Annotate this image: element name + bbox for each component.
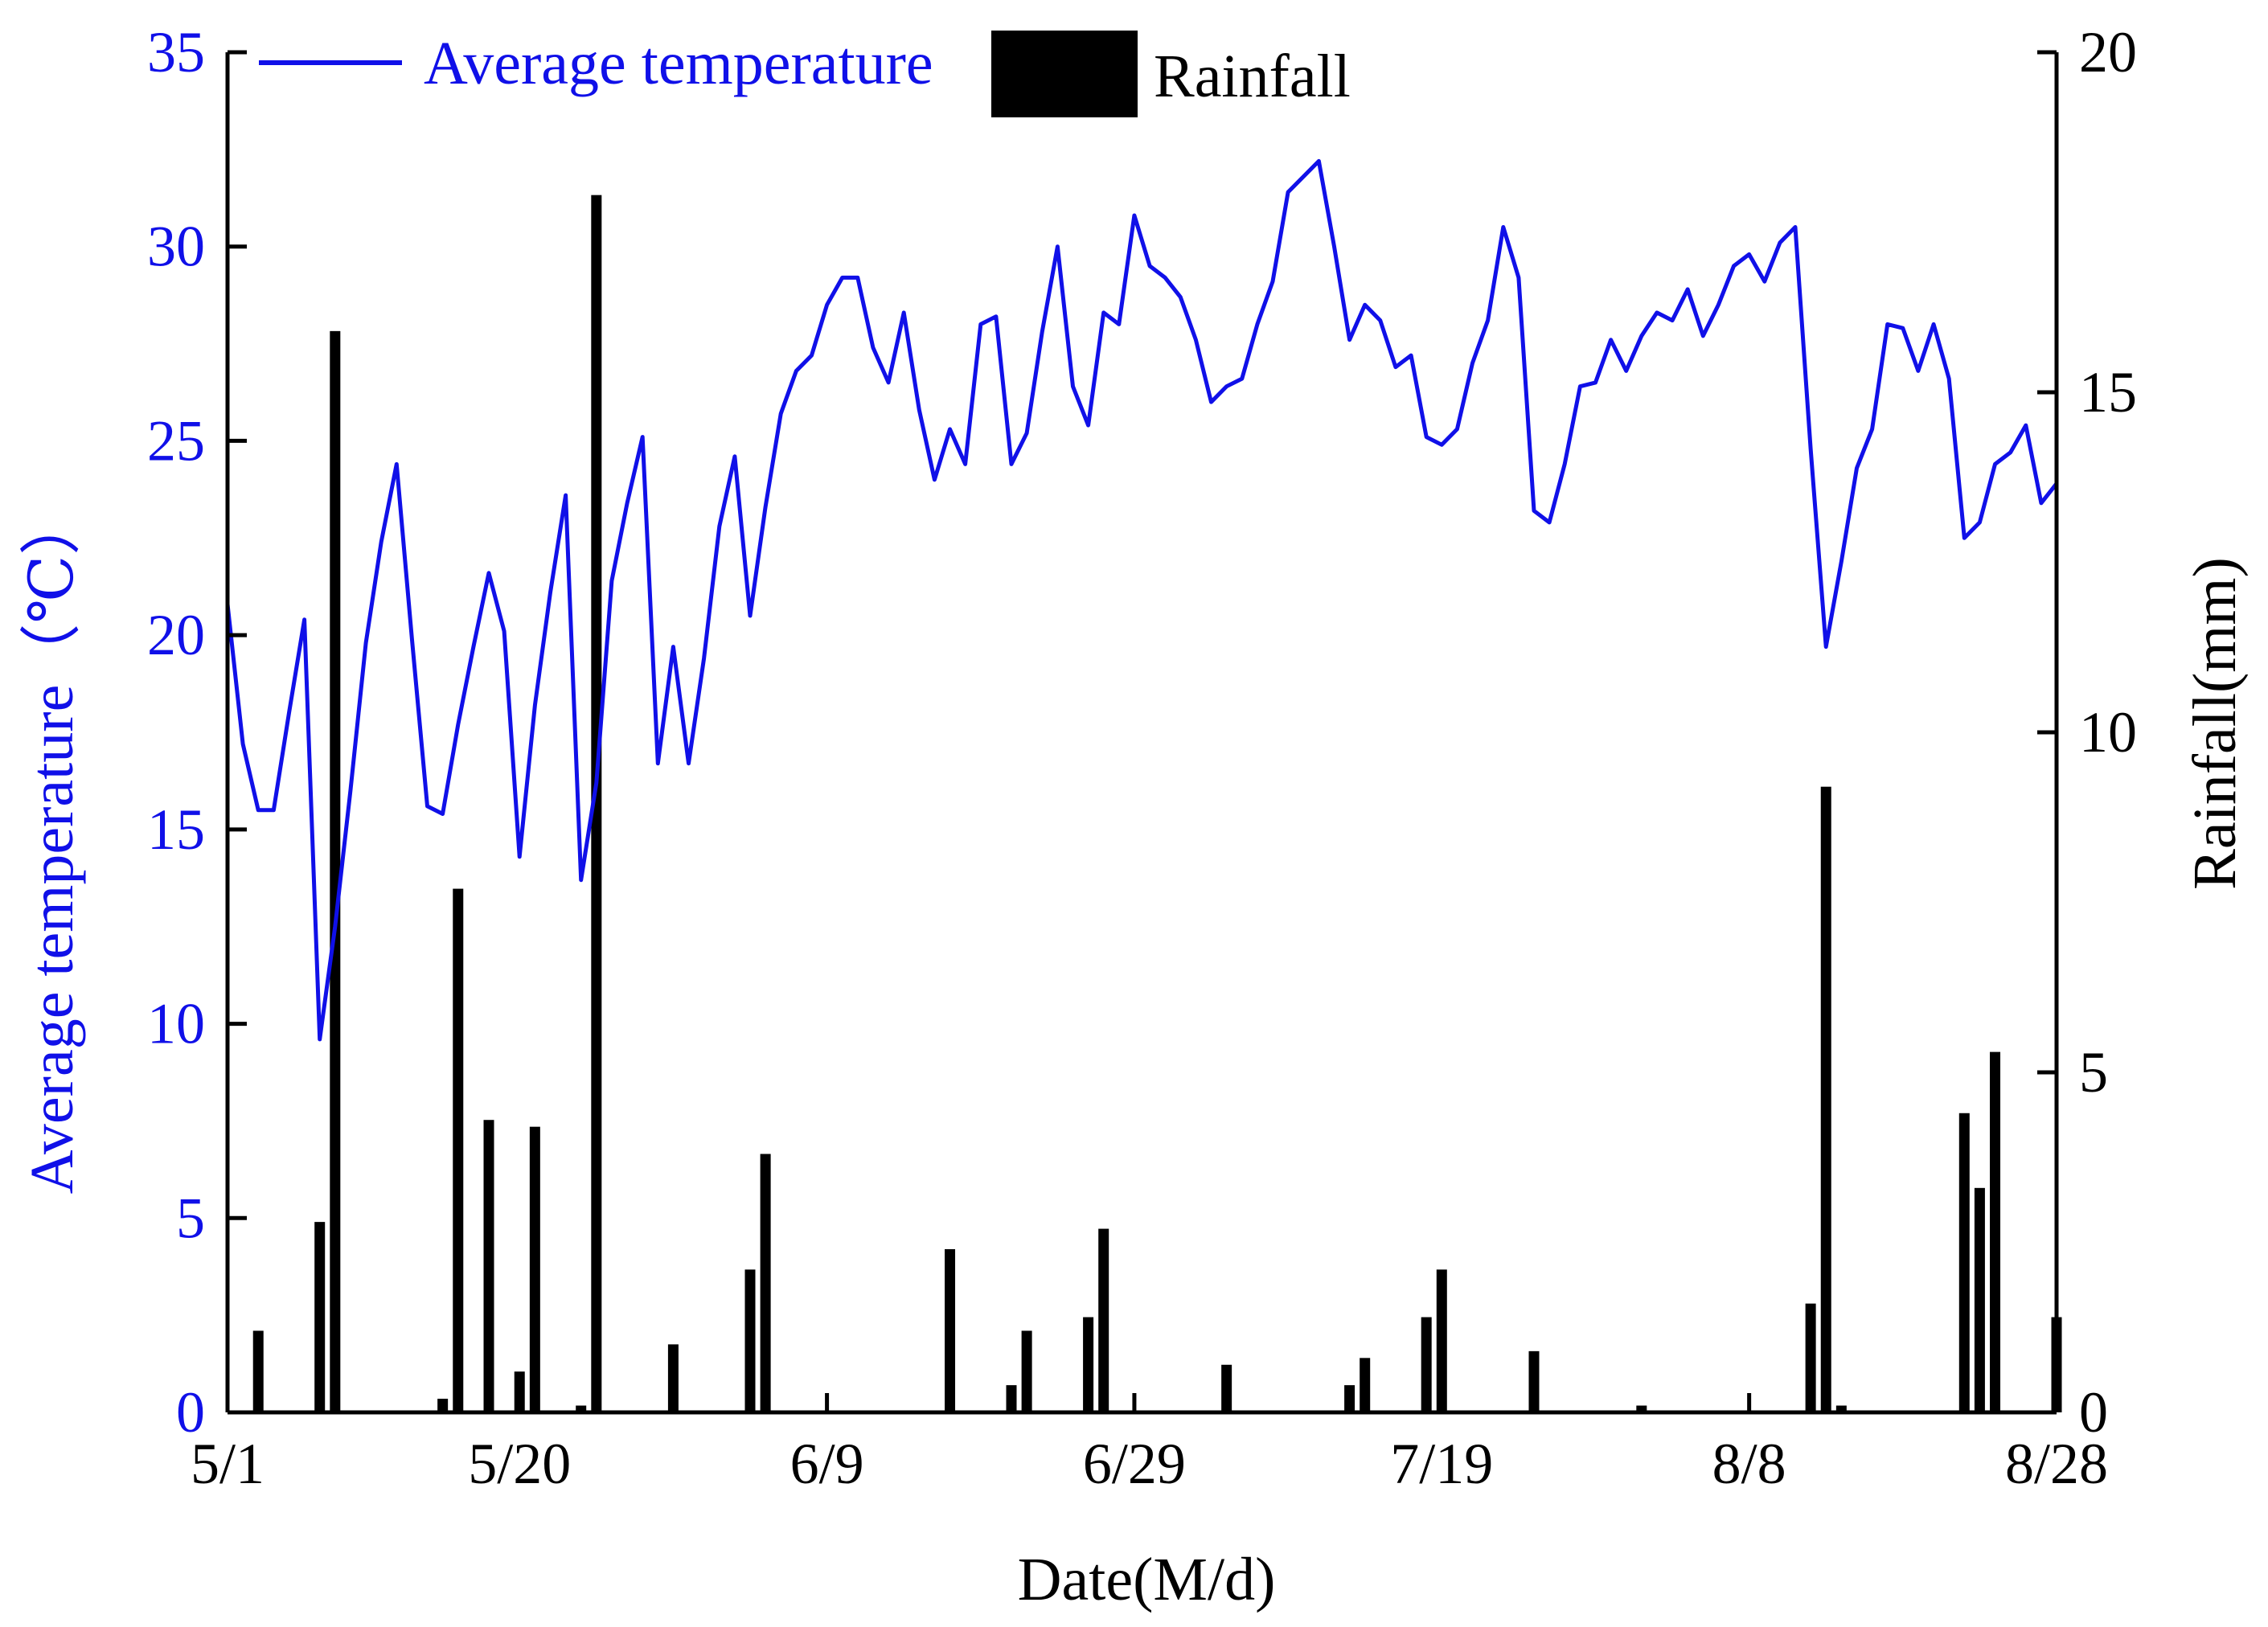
x-tick-label: 6/9 bbox=[790, 1432, 864, 1496]
x-tick-label: 5/20 bbox=[468, 1432, 571, 1496]
y-right-tick-label: 5 bbox=[2079, 1040, 2108, 1104]
rainfall-bar bbox=[760, 1154, 771, 1412]
y-left-tick-label: 15 bbox=[147, 797, 205, 862]
rainfall-bar bbox=[744, 1269, 756, 1412]
rainfall-bar bbox=[514, 1371, 525, 1412]
y-left-tick-label: 30 bbox=[147, 215, 205, 279]
rainfall-bar bbox=[483, 1120, 494, 1412]
x-tick-label: 8/8 bbox=[1712, 1432, 1786, 1496]
rainfall-bar bbox=[1835, 1405, 1847, 1412]
temperature-line bbox=[225, 158, 2058, 1042]
x-axis-ticks: 5/1 5/20 6/9 6/29 7/19 8/8 8/28 bbox=[191, 1393, 2108, 1496]
rainfall-bar bbox=[1990, 1051, 2001, 1412]
rainfall-bar bbox=[1636, 1405, 1647, 1412]
rainfall-bar bbox=[1528, 1350, 1540, 1412]
legend: Average temperature Rainfall bbox=[259, 30, 1351, 117]
rainfall-bar bbox=[1974, 1187, 1985, 1412]
rainfall-bar bbox=[945, 1248, 956, 1412]
x-axis-title: Date(M/d) bbox=[1018, 1546, 1276, 1613]
rainfall-bar bbox=[1083, 1317, 1094, 1412]
legend-rainfall-swatch bbox=[991, 31, 1138, 117]
y-left-axis-ticks: 0 5 10 15 20 25 30 35 bbox=[147, 20, 247, 1445]
rainfall-bar bbox=[252, 1330, 264, 1412]
y-right-tick-label: 0 bbox=[2079, 1380, 2108, 1445]
rainfall-bar bbox=[1805, 1303, 1816, 1412]
y-right-tick-label: 20 bbox=[2079, 20, 2137, 84]
rainfall-bar bbox=[1436, 1269, 1447, 1412]
y-left-axis-title: Average temperature（℃） bbox=[18, 494, 86, 1195]
rainfall-bar bbox=[667, 1344, 679, 1412]
rainfall-bars bbox=[252, 195, 2062, 1412]
rainfall-bar bbox=[1820, 786, 1831, 1412]
y-right-tick-label: 10 bbox=[2079, 700, 2137, 764]
legend-rainfall-label: Rainfall bbox=[1154, 43, 1351, 110]
y-right-tick-label: 15 bbox=[2079, 360, 2137, 424]
rainfall-bar bbox=[1006, 1385, 1017, 1412]
y-left-tick-label: 20 bbox=[147, 603, 205, 667]
x-tick-label: 5/1 bbox=[191, 1432, 265, 1496]
y-left-tick-label: 5 bbox=[176, 1186, 205, 1250]
y-left-tick-label: 0 bbox=[176, 1380, 205, 1445]
x-tick-label: 7/19 bbox=[1390, 1432, 1493, 1496]
rainfall-bar bbox=[330, 330, 341, 1412]
rainfall-bar bbox=[1958, 1113, 1970, 1412]
rainfall-bar bbox=[453, 888, 464, 1412]
rainfall-bar bbox=[591, 195, 602, 1412]
y-left-tick-label: 35 bbox=[147, 20, 205, 84]
y-left-tick-label: 10 bbox=[147, 992, 205, 1056]
rainfall-bar bbox=[529, 1126, 540, 1412]
axes bbox=[225, 52, 2059, 1415]
x-tick-label: 8/28 bbox=[2005, 1432, 2108, 1496]
rainfall-bar bbox=[1098, 1228, 1109, 1412]
y-right-axis-title: Rainfall(mm) bbox=[2181, 557, 2249, 890]
rainfall-bar bbox=[437, 1399, 449, 1412]
y-right-axis-ticks: 0 5 10 15 20 bbox=[2037, 20, 2137, 1445]
rainfall-bar bbox=[1021, 1330, 1032, 1412]
rainfall-bar bbox=[314, 1222, 326, 1412]
legend-temperature-label: Average temperature bbox=[424, 30, 933, 97]
x-tick-label: 6/29 bbox=[1083, 1432, 1186, 1496]
rainfall-bar bbox=[1360, 1358, 1371, 1412]
rainfall-bar bbox=[1344, 1385, 1355, 1412]
y-left-tick-label: 25 bbox=[147, 408, 205, 473]
rainfall-bar bbox=[1421, 1317, 1432, 1412]
rainfall-bar bbox=[1221, 1364, 1232, 1412]
rainfall-bar bbox=[576, 1405, 587, 1412]
